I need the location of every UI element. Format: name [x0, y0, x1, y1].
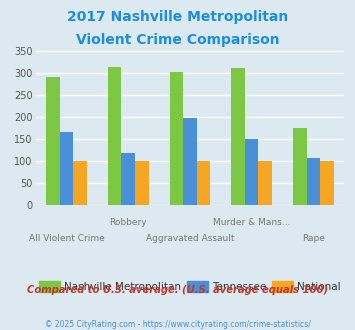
Bar [320, 161, 334, 205]
Bar [231, 68, 245, 205]
Text: All Violent Crime: All Violent Crime [28, 234, 104, 243]
Bar [183, 118, 197, 205]
Text: Compared to U.S. average. (U.S. average equals 100): Compared to U.S. average. (U.S. average … [27, 285, 328, 295]
Bar [197, 161, 210, 205]
Bar [170, 72, 183, 205]
Text: Aggravated Assault: Aggravated Assault [146, 234, 234, 243]
Bar [73, 161, 87, 205]
Bar [293, 128, 307, 205]
Text: 2017 Nashville Metropolitan: 2017 Nashville Metropolitan [67, 10, 288, 24]
Bar [60, 132, 73, 205]
Text: Violent Crime Comparison: Violent Crime Comparison [76, 33, 279, 47]
Text: Robbery: Robbery [109, 218, 147, 227]
Bar [307, 158, 320, 205]
Text: Rape: Rape [302, 234, 325, 243]
Bar [46, 77, 60, 205]
Bar [135, 161, 148, 205]
Bar [121, 153, 135, 205]
Bar [258, 161, 272, 205]
Legend: Nashville Metropolitan, Tennessee, National: Nashville Metropolitan, Tennessee, Natio… [34, 276, 345, 296]
Text: Murder & Mans...: Murder & Mans... [213, 218, 290, 227]
Bar [108, 67, 121, 205]
Bar [245, 139, 258, 205]
Text: © 2025 CityRating.com - https://www.cityrating.com/crime-statistics/: © 2025 CityRating.com - https://www.city… [45, 320, 310, 329]
